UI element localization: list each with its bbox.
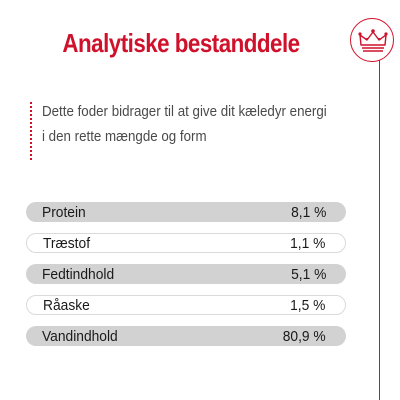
page-title: Analytiske bestanddele [62, 28, 300, 58]
description: Dette foder bidrager til at give dit kæl… [42, 100, 336, 150]
analysis-label: Protein [42, 203, 86, 221]
analysis-row-raaske: Råaske 1,5 % [26, 295, 346, 315]
analysis-label: Træstof [43, 234, 91, 252]
analysis-row-protein: Protein 8,1 % [26, 202, 346, 222]
analysis-row-fedtindhold: Fedtindhold 5,1 % [26, 264, 346, 284]
analysis-value: 1,1 % [289, 234, 325, 252]
analysis-label: Råaske [43, 296, 90, 314]
analysis-value: 1,5 % [289, 296, 325, 314]
description-line-2: i den rette mængde og form [42, 129, 207, 145]
analysis-value: 5,1 % [290, 265, 326, 283]
analysis-row-vandindhold: Vandindhold 80,9 % [26, 326, 346, 346]
brand-logo [350, 18, 394, 62]
crown-icon [358, 29, 388, 52]
description-line-1: Dette foder bidrager til at give dit kæl… [42, 104, 327, 120]
decorative-vertical-line [379, 60, 380, 400]
analysis-label: Vandindhold [42, 327, 118, 345]
dotted-accent-line [30, 102, 34, 160]
analysis-value: 8,1 % [290, 203, 326, 221]
analysis-value: 80,9 % [283, 327, 326, 345]
analysis-label: Fedtindhold [42, 265, 115, 283]
analysis-row-traestof: Træstof 1,1 % [26, 233, 346, 253]
